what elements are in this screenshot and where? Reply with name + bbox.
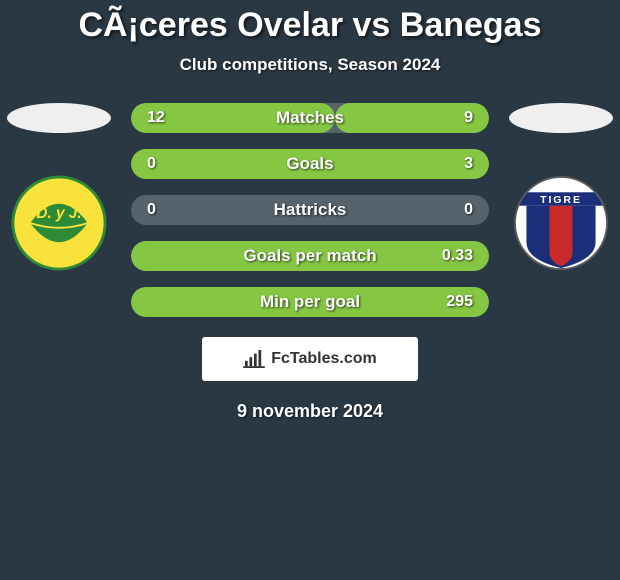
stat-label: Goals per match bbox=[243, 246, 376, 266]
right-player-column: TIGRE bbox=[506, 103, 616, 271]
stat-row: 0 Goals 3 bbox=[131, 149, 489, 179]
svg-text:TIGRE: TIGRE bbox=[540, 194, 582, 206]
stat-left-value: 0 bbox=[147, 201, 156, 219]
stat-right-value: 0 bbox=[464, 201, 473, 219]
stat-right-value: 295 bbox=[446, 293, 473, 311]
stat-label: Goals bbox=[286, 154, 333, 174]
stat-left-value: 12 bbox=[147, 109, 165, 127]
bar-chart-icon bbox=[243, 350, 265, 368]
stat-label: Matches bbox=[276, 108, 344, 128]
stat-row: 0 Hattricks 0 bbox=[131, 195, 489, 225]
page-subtitle: Club competitions, Season 2024 bbox=[0, 55, 620, 75]
comparison-content: D. y J. TIGRE 12 Matches 9 0 Goals 3 0 Hattrick… bbox=[0, 103, 620, 317]
stats-list: 12 Matches 9 0 Goals 3 0 Hattricks 0 Goals per ma… bbox=[131, 103, 489, 317]
stat-label: Hattricks bbox=[274, 200, 347, 220]
stat-row: Goals per match 0.33 bbox=[131, 241, 489, 271]
left-player-avatar bbox=[7, 103, 111, 133]
stat-row: Min per goal 295 bbox=[131, 287, 489, 317]
right-player-avatar bbox=[509, 103, 613, 133]
right-team-shield-icon: TIGRE bbox=[513, 175, 609, 271]
fctables-watermark: FcTables.com bbox=[202, 337, 418, 381]
stat-right-value: 9 bbox=[464, 109, 473, 127]
left-team-shield-icon: D. y J. bbox=[11, 175, 107, 271]
stat-right-value: 3 bbox=[464, 155, 473, 173]
stat-left-value: 0 bbox=[147, 155, 156, 173]
left-player-column: D. y J. bbox=[4, 103, 114, 271]
page-title: CÃ¡ceres Ovelar vs Banegas bbox=[0, 0, 620, 45]
date-label: 9 november 2024 bbox=[0, 401, 620, 422]
svg-text:D. y J.: D. y J. bbox=[36, 205, 81, 222]
stat-row: 12 Matches 9 bbox=[131, 103, 489, 133]
stat-label: Min per goal bbox=[260, 292, 360, 312]
stat-right-value: 0.33 bbox=[442, 247, 473, 265]
fctables-label: FcTables.com bbox=[271, 350, 377, 368]
